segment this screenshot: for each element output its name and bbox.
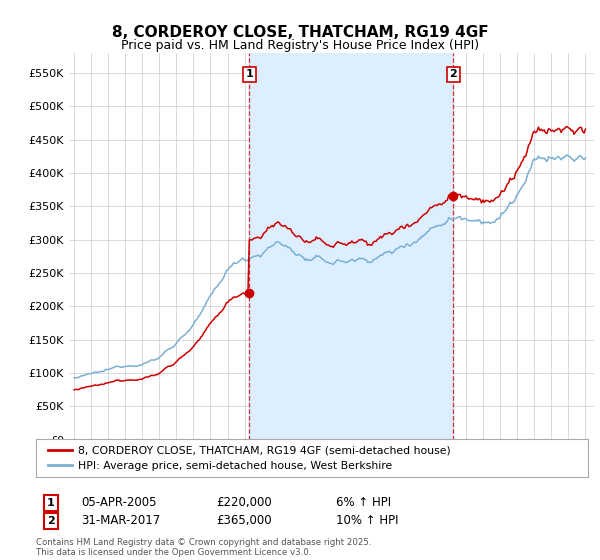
Text: 6% ↑ HPI: 6% ↑ HPI — [336, 496, 391, 510]
Text: £365,000: £365,000 — [216, 514, 272, 528]
Text: 2: 2 — [47, 516, 55, 526]
Text: 2: 2 — [449, 69, 457, 80]
Text: 05-APR-2005: 05-APR-2005 — [81, 496, 157, 510]
Text: 10% ↑ HPI: 10% ↑ HPI — [336, 514, 398, 528]
Text: 31-MAR-2017: 31-MAR-2017 — [81, 514, 160, 528]
Legend: 8, CORDEROY CLOSE, THATCHAM, RG19 4GF (semi-detached house), HPI: Average price,: 8, CORDEROY CLOSE, THATCHAM, RG19 4GF (s… — [41, 439, 458, 477]
Bar — [249, 53, 454, 440]
Text: 1: 1 — [245, 69, 253, 80]
Text: 8, CORDEROY CLOSE, THATCHAM, RG19 4GF: 8, CORDEROY CLOSE, THATCHAM, RG19 4GF — [112, 25, 488, 40]
Text: 1: 1 — [47, 498, 55, 508]
Text: Price paid vs. HM Land Registry's House Price Index (HPI): Price paid vs. HM Land Registry's House … — [121, 39, 479, 52]
Text: £220,000: £220,000 — [216, 496, 272, 510]
Text: Contains HM Land Registry data © Crown copyright and database right 2025.
This d: Contains HM Land Registry data © Crown c… — [36, 538, 371, 557]
